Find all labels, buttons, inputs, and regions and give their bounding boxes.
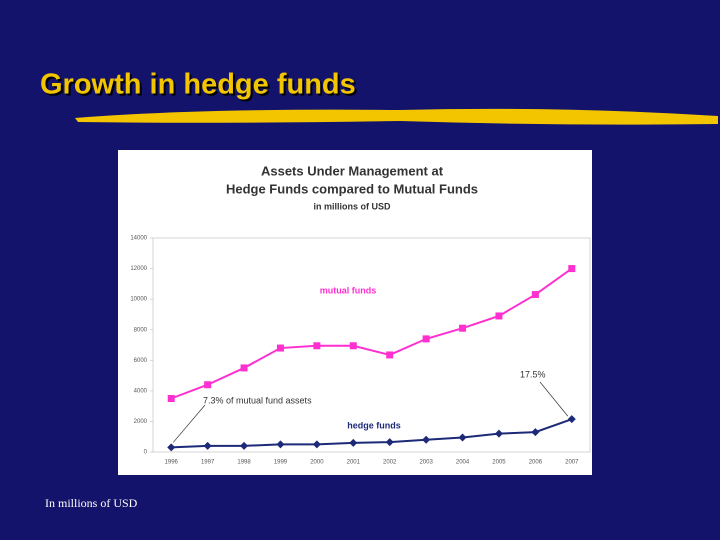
series-label: hedge funds [347, 420, 401, 430]
y-tick-label: 12000 [130, 266, 147, 272]
marker [459, 324, 467, 332]
annotation-arrow [539, 381, 569, 417]
marker [422, 335, 430, 343]
marker [386, 351, 394, 359]
y-tick-label: 8000 [134, 327, 148, 333]
chart-panel [118, 150, 592, 475]
marker [349, 342, 357, 350]
series-line [170, 267, 573, 400]
marker [531, 291, 539, 299]
x-tick-label: 2003 [419, 460, 433, 466]
x-tick-label: 1997 [201, 460, 215, 466]
series-label: mutual funds [320, 285, 377, 295]
x-tick-label: 2002 [383, 460, 397, 466]
marker [458, 433, 467, 442]
marker [276, 344, 284, 352]
chart-title: Hedge Funds compared to Mutual Funds [226, 181, 478, 196]
x-tick-label: 2001 [347, 460, 361, 466]
marker [494, 429, 503, 438]
marker [313, 342, 321, 350]
x-tick-label: 2005 [492, 460, 506, 466]
marker [567, 415, 576, 424]
marker [495, 312, 503, 320]
x-tick-label: 2007 [565, 460, 579, 466]
x-tick-label: 1999 [274, 460, 288, 466]
slide-title: Growth in hedge funds [40, 69, 356, 101]
marker [240, 441, 249, 450]
marker [568, 265, 576, 273]
marker [276, 440, 285, 449]
brush-stroke [75, 108, 718, 125]
annotation: 7.3% of mutual fund assets [203, 395, 312, 405]
series-line [171, 418, 573, 449]
marker [531, 428, 540, 437]
y-tick-label: 0 [144, 450, 148, 456]
footer: In millions of USD [45, 496, 138, 510]
annotation-arrow [172, 404, 206, 443]
marker [422, 435, 431, 444]
x-tick-label: 1996 [165, 460, 179, 466]
x-tick-label: 2006 [529, 460, 543, 466]
chart-subtitle: in millions of USD [313, 201, 391, 211]
y-tick-label: 6000 [134, 358, 148, 364]
marker [385, 438, 394, 447]
marker [204, 381, 212, 389]
marker [349, 438, 358, 447]
x-tick-label: 2000 [310, 460, 324, 466]
annotation: 17.5% [520, 369, 546, 379]
marker [203, 441, 212, 450]
plot-frame [152, 237, 591, 453]
slide-title-shadow: Growth in hedge funds [42, 71, 358, 103]
x-tick-label: 1998 [237, 460, 251, 466]
marker [167, 395, 175, 402]
marker [167, 443, 176, 452]
y-tick-label: 10000 [130, 297, 147, 303]
x-tick-label: 2004 [456, 460, 470, 466]
marker [312, 440, 321, 449]
marker [240, 364, 248, 372]
y-tick-label: 14000 [130, 236, 147, 242]
y-tick-label: 4000 [134, 388, 148, 394]
y-tick-label: 2000 [134, 419, 148, 425]
chart-title: Assets Under Management at [261, 163, 444, 178]
